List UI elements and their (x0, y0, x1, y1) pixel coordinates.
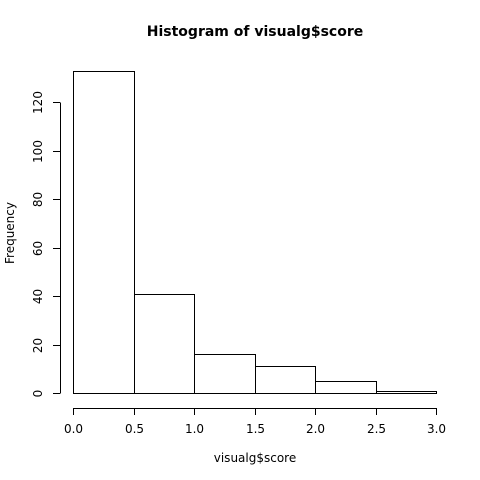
x-tick-label: 0.0 (64, 422, 83, 436)
y-tick-label: 120 (31, 91, 45, 114)
chart-title: Histogram of visualg$score (147, 24, 363, 40)
x-tick-label: 2.0 (306, 422, 325, 436)
x-tick-label: 3.0 (427, 422, 446, 436)
y-axis: 0 20 40 60 80 100 120 (31, 91, 61, 397)
histogram-bar (194, 354, 256, 394)
histogram-bar (73, 71, 135, 394)
y-tick-label: 40 (31, 289, 45, 304)
histogram-bar (134, 294, 195, 394)
x-tick-label: 1.0 (185, 422, 204, 436)
x-tick-label: 0.5 (125, 422, 144, 436)
y-axis-label: Frequency (3, 202, 17, 264)
x-tick-label: 2.5 (367, 422, 386, 436)
y-tick-label: 60 (31, 241, 45, 256)
histogram-bar (315, 381, 377, 394)
y-tick-label: 0 (31, 390, 45, 398)
y-tick-label: 20 (31, 338, 45, 353)
x-axis-label: visualg$score (214, 451, 296, 465)
histogram-bars (73, 71, 437, 394)
histogram-bar (376, 391, 437, 394)
histogram-bar (255, 366, 316, 394)
y-tick-label: 80 (31, 192, 45, 207)
x-axis: 0.0 0.5 1.0 1.5 2.0 2.5 3.0 (64, 408, 446, 436)
y-tick-label: 100 (31, 140, 45, 163)
x-tick-label: 1.5 (246, 422, 265, 436)
